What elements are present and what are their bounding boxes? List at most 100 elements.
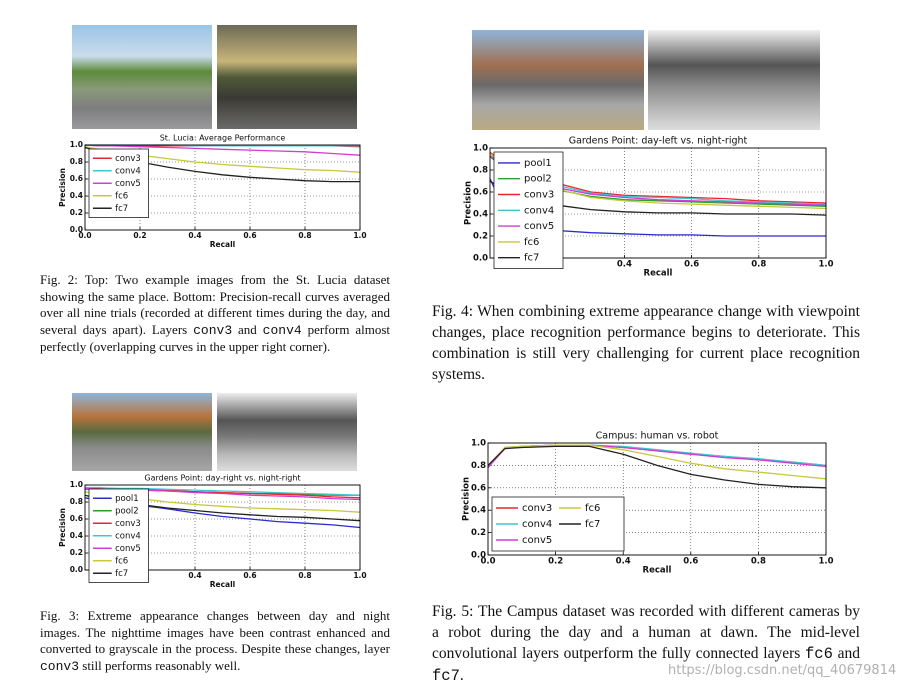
legend-label: pool1 — [524, 158, 552, 169]
legend-label: fc6 — [115, 191, 128, 201]
code-text: conv3 — [40, 658, 80, 674]
code-text: fc7 — [432, 667, 460, 685]
photo — [72, 25, 212, 129]
chart: Gardens Point: day-right vs. night-right… — [58, 474, 367, 590]
y-tick-label: 0.6 — [70, 514, 83, 523]
x-axis-label: Recall — [644, 269, 673, 279]
x-tick-label: 0.4 — [188, 231, 201, 240]
legend: pool1 pool2 conv3 conv4 conv5 fc6 fc7 — [88, 488, 149, 583]
y-axis-label: Precision — [58, 508, 67, 547]
legend-label: conv3 — [115, 519, 141, 529]
y-tick-label: 0.6 — [471, 483, 486, 493]
y-tick-label: 0.0 — [471, 551, 486, 561]
plot-frame — [84, 484, 361, 571]
x-tick-label: 0.8 — [298, 571, 311, 580]
y-tick-label: 0.8 — [471, 461, 486, 471]
legend-label: conv4 — [115, 531, 141, 541]
photo — [217, 25, 357, 129]
caption-text: Fig. 5: The Campus dataset was recorded … — [432, 603, 860, 662]
legend-label: pool2 — [524, 174, 552, 185]
legend: conv3 conv4 conv5 fc6 fc7 — [88, 148, 149, 218]
legend-label: fc7 — [524, 253, 539, 264]
legend-label: conv4 — [524, 205, 554, 216]
legend-label: conv3 — [522, 503, 552, 514]
legend-label: conv4 — [522, 519, 552, 530]
series-line — [487, 444, 827, 480]
y-tick-label: 1.0 — [70, 480, 83, 489]
y-tick-label: 1.0 — [471, 439, 486, 449]
x-tick-label: 0.4 — [188, 571, 201, 580]
y-tick-label: 0.2 — [471, 528, 486, 538]
legend-label: conv3 — [524, 190, 554, 201]
y-tick-label: 0.8 — [473, 166, 488, 176]
y-axis-label: Precision — [464, 181, 474, 225]
photo — [72, 393, 212, 471]
plot-frame — [489, 147, 827, 259]
x-tick-label: 0.8 — [751, 557, 766, 567]
code-text: conv3 — [193, 322, 233, 338]
x-tick-label: 0.0 — [480, 557, 495, 567]
y-tick-label: 0.0 — [70, 225, 83, 234]
caption-text: . — [459, 667, 464, 684]
x-axis-label: Recall — [210, 580, 236, 589]
caption-text: Fig. 4: When combining extreme appearanc… — [432, 303, 860, 383]
caption: Fig. 5: The Campus dataset was recorded … — [432, 601, 860, 687]
caption-text: perform almost perfectly (overlapping cu… — [40, 321, 390, 355]
legend-label: pool2 — [115, 506, 139, 516]
plot-frame — [487, 442, 827, 556]
y-tick-label: 1.0 — [473, 144, 488, 154]
code-text: fc6 — [804, 645, 833, 663]
caption-text: Fig. 2: Top: Two example images from the… — [40, 272, 390, 337]
x-tick-label: 0.4 — [616, 557, 631, 567]
y-tick-label: 0.2 — [473, 232, 488, 242]
x-tick-label: 0.6 — [243, 571, 256, 580]
chart-title: Campus: human vs. robot — [596, 431, 719, 442]
y-tick-label: 0.4 — [471, 506, 486, 516]
x-tick-label: 0.2 — [133, 231, 146, 240]
series-line — [85, 486, 361, 496]
y-tick-label: 0.0 — [70, 565, 83, 574]
y-tick-label: 0.4 — [70, 191, 83, 200]
x-tick-label: 1.0 — [818, 557, 833, 567]
legend-label: conv5 — [522, 535, 552, 546]
caption: Fig. 2: Top: Two example images from the… — [40, 272, 390, 356]
x-tick-label: 0.8 — [298, 231, 311, 240]
y-tick-label: 0.2 — [70, 548, 83, 557]
y-axis-label: Precision — [58, 168, 67, 207]
legend: pool1 pool2 conv3 conv4 conv5 fc6 fc7 — [493, 151, 564, 269]
x-tick-label: 0.8 — [751, 260, 766, 270]
photo — [472, 30, 644, 130]
y-tick-label: 0.2 — [70, 208, 83, 217]
chart-title: Gardens Point: day-right vs. night-right — [144, 474, 300, 483]
photo — [217, 393, 357, 471]
legend-label: pool1 — [115, 494, 139, 504]
legend-label: fc7 — [115, 204, 128, 214]
legend-label: fc6 — [585, 503, 600, 514]
photo — [648, 30, 820, 130]
y-tick-label: 0.4 — [473, 210, 488, 220]
y-tick-label: 1.0 — [70, 140, 83, 149]
watermark: https://blog.csdn.net/qq_40679814 — [668, 663, 897, 678]
legend-label: fc6 — [115, 556, 128, 566]
legend-label: conv4 — [115, 166, 141, 176]
chart: Gardens Point: day-left vs. night-right 0… — [464, 136, 834, 279]
x-tick-label: 0.6 — [243, 231, 256, 240]
chart: St. Lucia: Average Performance 0.0 0.2 0.4 0… — [58, 134, 367, 250]
y-tick-label: 0.8 — [70, 497, 83, 506]
legend-label: conv5 — [524, 221, 554, 232]
legend-label: fc6 — [524, 237, 539, 248]
x-tick-label: 0.6 — [684, 260, 699, 270]
x-tick-label: 0.6 — [683, 557, 698, 567]
y-tick-label: 0.0 — [473, 254, 488, 264]
chart-title: Gardens Point: day-left vs. night-right — [569, 136, 748, 147]
chart-title: St. Lucia: Average Performance — [160, 134, 286, 143]
legend-label: conv5 — [115, 179, 141, 189]
series-line — [84, 144, 361, 156]
caption-text: and — [232, 321, 263, 337]
legend-label: fc7 — [115, 569, 128, 579]
y-tick-label: 0.6 — [473, 188, 488, 198]
y-tick-label: 0.4 — [70, 531, 83, 540]
y-tick-label: 0.8 — [70, 157, 83, 166]
x-axis-label: Recall — [643, 566, 672, 576]
